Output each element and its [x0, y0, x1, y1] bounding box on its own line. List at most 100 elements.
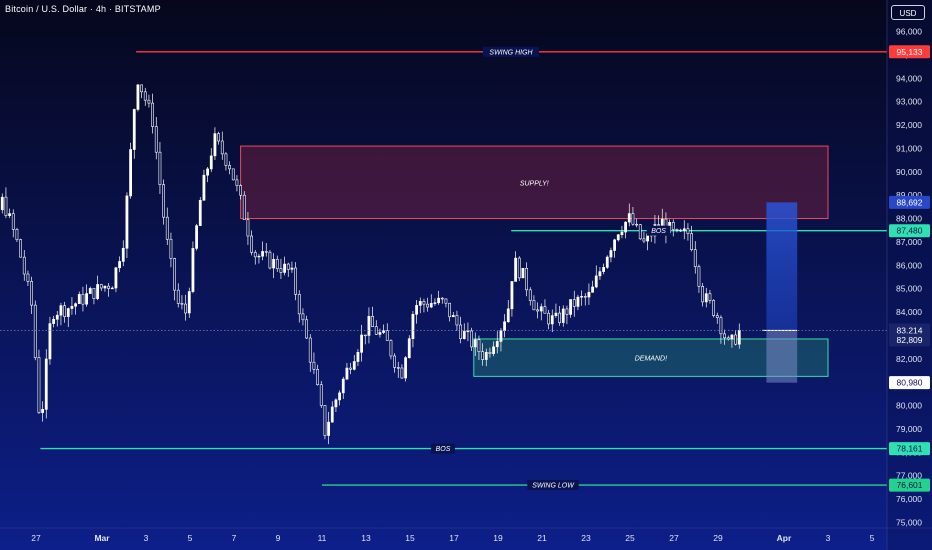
candle-bearish: [488, 351, 492, 354]
candle-bullish: [0, 196, 4, 211]
bos-label-2: BOS: [436, 446, 451, 453]
bos-price-tag-2: 78,161: [897, 444, 923, 454]
candle-bullish: [55, 314, 59, 320]
candle-bearish: [631, 213, 635, 225]
time-tick-label: 23: [581, 533, 591, 543]
candle-bearish: [147, 99, 151, 104]
candle-bearish: [426, 303, 430, 308]
time-tick-label: 3: [144, 533, 149, 543]
candle-bearish: [184, 303, 188, 314]
candle-bullish: [272, 259, 276, 269]
candle-bearish: [63, 305, 67, 317]
candle-bearish: [4, 196, 8, 216]
candle-bullish: [503, 321, 507, 331]
candle-bearish: [547, 312, 551, 325]
time-tick-label: Mar: [94, 533, 110, 543]
candle-bearish: [151, 102, 155, 127]
bos-price-tag-1-bg: [889, 224, 930, 238]
swing_low-price-tag-3: 76,601: [897, 480, 923, 490]
candle-bullish: [437, 297, 441, 304]
swing_high-label-bg-0: [483, 46, 539, 57]
candle-bullish: [345, 367, 349, 380]
candle-bearish: [305, 319, 309, 339]
candle-bullish: [198, 199, 202, 226]
candle-bearish: [26, 273, 30, 282]
candle-bearish: [712, 300, 716, 316]
time-tick-label: 25: [625, 533, 635, 543]
candle-bearish: [422, 301, 426, 305]
candle-bullish: [613, 239, 617, 251]
candle-bearish: [231, 168, 235, 181]
candle-bearish: [279, 268, 283, 273]
candle-bearish: [583, 296, 587, 298]
bos-label-bg-2: [431, 443, 455, 454]
candle-bearish: [316, 369, 320, 385]
candle-bearish: [264, 251, 268, 253]
candle-bullish: [561, 308, 565, 323]
candle-bullish: [70, 305, 74, 309]
price-axis-panel[interactable]: [887, 0, 932, 550]
overlay-layer: SWING HIGH BOS BOS SWING LOW: [0, 46, 887, 491]
time-tick-label: 15: [405, 533, 415, 543]
candle-bullish: [576, 296, 580, 307]
price-tick-label: 76,000: [896, 494, 922, 504]
candle-bullish: [327, 421, 331, 436]
candle-bullish: [356, 352, 360, 362]
candle-bearish: [715, 315, 719, 318]
candle-bearish: [371, 316, 375, 328]
candle-bearish: [239, 185, 243, 196]
candle-bullish: [554, 312, 558, 316]
position-target-zone: [766, 202, 798, 331]
supply-zone-label: SUPPLY!: [520, 180, 549, 187]
stop-price-tag-bg: [889, 376, 930, 390]
candle-bearish: [642, 238, 646, 242]
swing_high-price-tag-0: 95,133: [897, 47, 923, 57]
candle-bearish: [679, 229, 683, 232]
candle-bullish: [96, 284, 100, 299]
candle-bearish: [459, 324, 463, 339]
currency-button[interactable]: USD: [891, 5, 925, 20]
candle-bearish: [536, 309, 540, 312]
candle-bullish: [429, 303, 433, 308]
candle-bullish: [191, 248, 195, 292]
candle-bearish: [107, 285, 111, 289]
time-tick-label: 7: [232, 533, 237, 543]
bos-label-1: BOS: [651, 228, 666, 235]
candle-bullish: [360, 334, 364, 353]
candle-bullish: [338, 392, 342, 401]
candle-bullish: [598, 271, 602, 277]
time-tick-label: 11: [318, 533, 327, 543]
candle-bullish: [341, 378, 345, 394]
swing_low-label-bg-3: [527, 480, 579, 491]
candle-bullish: [261, 251, 265, 257]
time-tick-label: 27: [669, 533, 679, 543]
candle-bullish: [602, 267, 606, 272]
candle-bearish: [19, 239, 23, 258]
candle-bullish: [110, 287, 114, 290]
price-tick-label: 89,000: [896, 190, 922, 200]
candle-bullish: [202, 174, 206, 201]
candle-bearish: [558, 312, 562, 323]
candle-bearish: [165, 216, 169, 240]
candle-bearish: [275, 259, 279, 269]
price-tick-label: 94,000: [896, 73, 922, 83]
price-tick-label: 84,000: [896, 307, 922, 317]
candle-bearish: [726, 337, 730, 340]
candle-bearish: [719, 317, 723, 335]
candle-bullish: [129, 149, 133, 197]
candle-bearish: [81, 294, 85, 305]
time-tick-label: 5: [188, 533, 193, 543]
candle-bullish: [682, 228, 686, 232]
candle-bearish: [268, 251, 272, 269]
time-tick-label: 9: [276, 533, 281, 543]
candle-bearish: [723, 333, 727, 339]
candle-bullish: [114, 267, 118, 289]
price-tick-label: 82,000: [896, 354, 922, 364]
candle-bearish: [525, 267, 529, 291]
candle-bearish: [250, 235, 254, 253]
candle-bullish: [367, 316, 371, 336]
candle-bearish: [301, 313, 305, 321]
candle-bearish: [286, 263, 290, 270]
swing_high-label-0: SWING HIGH: [489, 49, 533, 56]
